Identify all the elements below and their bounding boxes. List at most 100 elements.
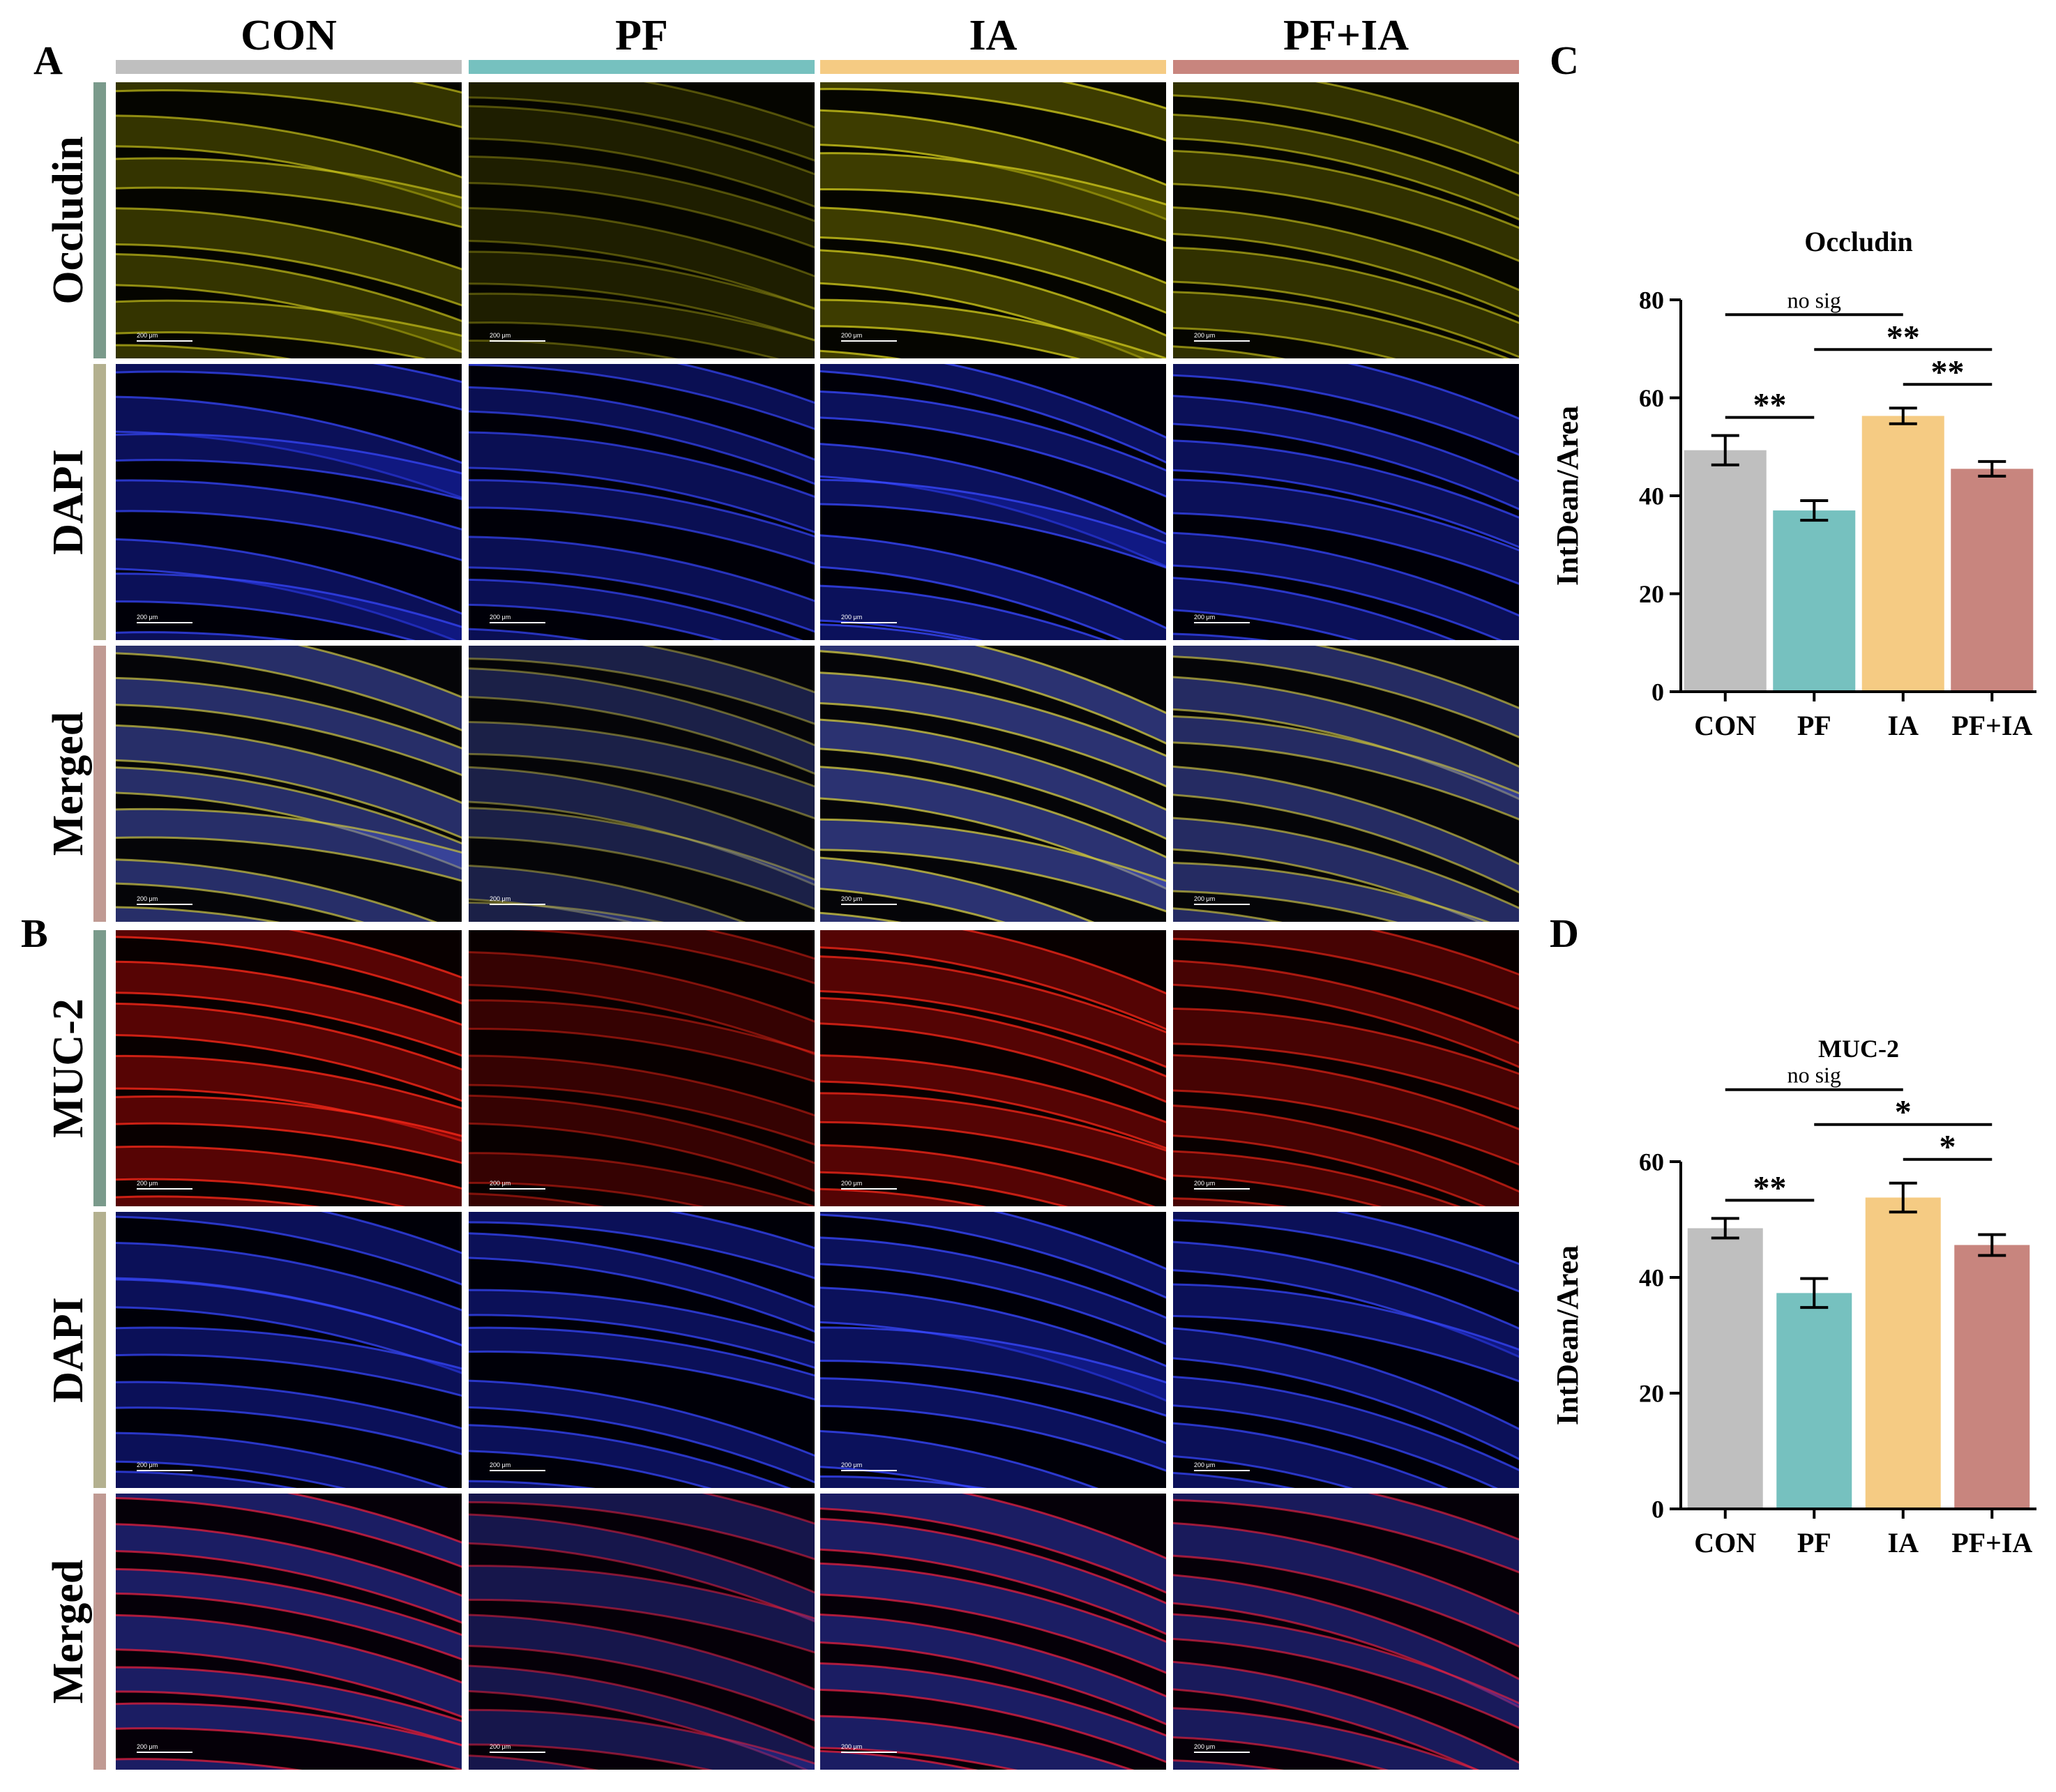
panel-letter-c: C bbox=[1550, 38, 1579, 83]
scale-bar-line bbox=[490, 1752, 545, 1753]
error-bar bbox=[1800, 1277, 1829, 1309]
villus-shape bbox=[820, 718, 1166, 840]
scale-bar-label: 200 μm bbox=[1194, 614, 1216, 621]
villus-shape bbox=[1173, 246, 1519, 358]
villus-shape bbox=[469, 628, 589, 640]
scale-bar: 200 μm bbox=[490, 1461, 545, 1471]
villus-shape bbox=[469, 536, 815, 633]
villus-shape bbox=[1173, 1007, 1519, 1111]
x-tick-label: IA bbox=[1888, 710, 1919, 741]
column-color-bar-pf-ia bbox=[1173, 60, 1519, 74]
scale-bar-label: 200 μm bbox=[490, 614, 511, 621]
scale-bar: 200 μm bbox=[841, 332, 897, 342]
error-bar bbox=[1711, 434, 1739, 466]
villus-shape bbox=[469, 667, 815, 775]
villus-shape bbox=[1173, 930, 1519, 1010]
scale-bar: 200 μm bbox=[137, 1743, 192, 1753]
villus-shape bbox=[1173, 1613, 1519, 1729]
scale-bar-label: 200 μm bbox=[137, 1461, 158, 1468]
micrograph-tile: 200 μm bbox=[820, 1212, 1166, 1488]
villus-shape bbox=[820, 364, 1166, 464]
micrograph-tile: 200 μm bbox=[116, 1212, 462, 1488]
villus-shape bbox=[1173, 765, 1519, 894]
villus-shape bbox=[1173, 676, 1519, 800]
scale-bar-label: 200 μm bbox=[841, 332, 863, 339]
scale-bar-label: 200 μm bbox=[1194, 1461, 1216, 1468]
micrograph-image bbox=[820, 1212, 1166, 1488]
scale-bar: 200 μm bbox=[841, 1461, 897, 1471]
villus-shape bbox=[116, 433, 462, 501]
bar bbox=[1776, 1293, 1852, 1509]
villus-shape bbox=[469, 292, 815, 358]
villus-shape bbox=[820, 1613, 1166, 1726]
micrograph-tile: 200 μm bbox=[1173, 364, 1519, 640]
micrograph-tile: 200 μm bbox=[116, 646, 462, 922]
bar bbox=[1684, 450, 1767, 692]
chart-occludin-svg: Occludin IntDean/Area 0 20 40 60 80 CON PF IA PF+I… bbox=[1550, 226, 2036, 741]
villus-shape bbox=[1173, 1521, 1519, 1648]
micrograph-tile: 200 μm bbox=[820, 646, 1166, 922]
villus-shape bbox=[820, 623, 972, 640]
villus-shape bbox=[469, 999, 815, 1083]
villus-shape bbox=[469, 1513, 815, 1623]
villus-shape bbox=[820, 534, 1166, 640]
villus-shape bbox=[116, 114, 462, 209]
villus-shape bbox=[820, 1236, 1166, 1346]
scale-bar: 200 μm bbox=[490, 895, 545, 905]
scale-bar-line bbox=[841, 1188, 897, 1190]
micrograph-tile: 200 μm bbox=[469, 364, 815, 640]
y-tick-label: 0 bbox=[1651, 678, 1664, 706]
villus-shape bbox=[820, 996, 1166, 1103]
villus-shape bbox=[820, 206, 1166, 314]
bar bbox=[1687, 1228, 1763, 1509]
villus-shape bbox=[116, 960, 462, 1057]
scale-bar: 200 μm bbox=[490, 614, 545, 623]
villus-shape bbox=[469, 339, 679, 358]
villus-shape bbox=[820, 478, 1166, 569]
scale-bar-line bbox=[841, 1752, 897, 1753]
villus-shape bbox=[820, 1187, 987, 1206]
villus-shape bbox=[469, 364, 815, 430]
scale-bar: 200 μm bbox=[137, 1180, 192, 1190]
villus-shape bbox=[469, 766, 815, 886]
villus-shape bbox=[1173, 646, 1519, 738]
micrograph-tile: 200 μm bbox=[1173, 1212, 1519, 1488]
scale-bar-line bbox=[490, 1470, 545, 1471]
bar bbox=[1954, 1245, 2030, 1509]
villus-shape bbox=[116, 82, 462, 128]
row-tab-merged-b bbox=[93, 1494, 106, 1770]
chart-occludin: Occludin IntDean/Area 0 20 40 60 80 CON PF IA PF+I… bbox=[1534, 195, 2050, 795]
villus-shape bbox=[469, 479, 815, 565]
villus-shape bbox=[820, 766, 1166, 890]
villus-shape bbox=[469, 1232, 815, 1333]
villus-shape bbox=[1173, 1707, 1480, 1770]
micrograph-tile: 200 μm bbox=[116, 1494, 462, 1770]
scale-bar-label: 200 μm bbox=[137, 895, 158, 902]
villus-shape bbox=[116, 1567, 462, 1661]
villus-shape bbox=[116, 906, 280, 922]
villus-shape bbox=[469, 1424, 792, 1488]
villus-shape bbox=[820, 1715, 1135, 1770]
villus-shape bbox=[469, 864, 746, 922]
villus-shape bbox=[1173, 113, 1519, 221]
scale-bar-line bbox=[1194, 1188, 1250, 1190]
scale-bar-label: 200 μm bbox=[841, 1743, 863, 1750]
scale-bar-line bbox=[137, 622, 192, 623]
villus-shape bbox=[1173, 577, 1456, 640]
x-tick-label: PF+IA bbox=[1951, 1527, 2032, 1558]
villus-shape bbox=[1173, 439, 1519, 549]
significance-label: ** bbox=[1753, 1169, 1787, 1206]
micrograph-tile: 200 μm bbox=[820, 1494, 1166, 1770]
scale-bar: 200 μm bbox=[137, 614, 192, 623]
villus-shape bbox=[1173, 1422, 1449, 1488]
micrograph-image bbox=[116, 1212, 462, 1488]
scale-bar-line bbox=[841, 1470, 897, 1471]
column-label-con: CON bbox=[241, 12, 337, 59]
micrograph-image bbox=[469, 646, 815, 922]
scale-bar-line bbox=[137, 1470, 192, 1471]
micrograph-image bbox=[1173, 82, 1519, 358]
chart-muc2: MUC-2 IntDean/Area 0 20 40 60 CON PF IA PF+IA no s… bbox=[1534, 1018, 2050, 1576]
villus-shape bbox=[1173, 1283, 1519, 1383]
scale-bar-line bbox=[490, 1188, 545, 1190]
villus-shape bbox=[1173, 291, 1511, 358]
